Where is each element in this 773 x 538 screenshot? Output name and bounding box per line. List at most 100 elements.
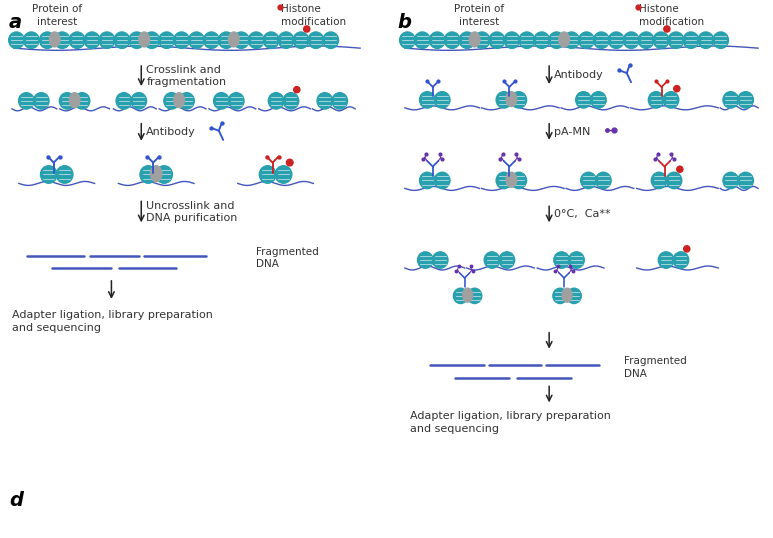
Ellipse shape [420,172,435,189]
Circle shape [674,86,680,92]
Ellipse shape [444,32,460,48]
Ellipse shape [99,32,114,48]
Ellipse shape [283,93,298,109]
Ellipse shape [293,32,308,48]
Ellipse shape [713,32,728,48]
Ellipse shape [659,252,674,268]
Ellipse shape [553,252,570,268]
Ellipse shape [264,32,279,48]
Ellipse shape [434,91,450,108]
Ellipse shape [564,32,579,48]
Ellipse shape [484,252,499,268]
Ellipse shape [203,32,220,48]
Text: b: b [397,13,411,32]
Text: d: d [9,491,23,510]
Text: Histone
modification: Histone modification [281,4,346,27]
Ellipse shape [581,172,596,189]
Ellipse shape [164,93,179,109]
Ellipse shape [229,32,239,47]
Ellipse shape [549,32,564,48]
Ellipse shape [19,93,34,109]
Ellipse shape [475,32,490,48]
Ellipse shape [33,93,49,109]
Ellipse shape [499,252,515,268]
Ellipse shape [683,32,699,48]
Ellipse shape [49,32,60,47]
Ellipse shape [414,32,430,48]
Ellipse shape [40,166,57,183]
Ellipse shape [114,32,130,48]
Text: Antibody: Antibody [146,127,196,137]
Ellipse shape [268,93,284,109]
Ellipse shape [84,32,100,48]
Circle shape [683,246,690,252]
Ellipse shape [259,166,276,183]
Text: Antibody: Antibody [554,70,604,80]
Circle shape [664,26,670,32]
Ellipse shape [519,32,535,48]
Ellipse shape [248,32,264,48]
Ellipse shape [317,93,332,109]
Ellipse shape [673,252,689,268]
Ellipse shape [332,93,348,109]
Ellipse shape [723,172,738,189]
Ellipse shape [576,91,591,108]
Circle shape [294,87,300,93]
Ellipse shape [511,91,526,108]
Ellipse shape [131,93,147,109]
Ellipse shape [496,91,512,108]
Circle shape [304,26,310,32]
Ellipse shape [608,32,624,48]
Ellipse shape [116,93,131,109]
Ellipse shape [468,288,482,303]
Ellipse shape [189,32,204,48]
Ellipse shape [56,166,73,183]
Ellipse shape [496,172,512,189]
Ellipse shape [213,93,229,109]
Ellipse shape [454,288,468,303]
Ellipse shape [506,91,516,107]
Ellipse shape [591,91,606,108]
Ellipse shape [39,32,55,48]
Ellipse shape [559,32,570,47]
Ellipse shape [567,288,581,303]
Text: Adapter ligation, library preparation
and sequencing: Adapter ligation, library preparation an… [12,310,213,333]
Ellipse shape [596,172,611,189]
Ellipse shape [624,32,639,48]
Ellipse shape [723,91,738,108]
Ellipse shape [129,32,145,48]
Ellipse shape [653,32,669,48]
Ellipse shape [174,32,189,48]
Ellipse shape [511,172,526,189]
Ellipse shape [179,93,194,109]
Ellipse shape [159,32,175,48]
Ellipse shape [579,32,594,48]
Text: Fragmented
DNA: Fragmented DNA [256,247,318,269]
Text: Protein of
interest: Protein of interest [32,4,82,27]
Ellipse shape [54,32,70,48]
Ellipse shape [663,91,679,108]
Text: 0°C,  Ca**: 0°C, Ca** [554,209,611,220]
Ellipse shape [459,32,475,48]
Circle shape [676,166,683,172]
Ellipse shape [60,93,75,109]
Text: Adapter ligation, library preparation
and sequencing: Adapter ligation, library preparation an… [410,411,611,435]
Ellipse shape [156,166,172,183]
Ellipse shape [504,32,519,48]
Ellipse shape [420,91,435,108]
Text: Crosslink and
fragmentation: Crosslink and fragmentation [146,65,226,87]
Ellipse shape [434,172,450,189]
Ellipse shape [594,32,609,48]
Text: pA-MN: pA-MN [554,127,591,137]
Ellipse shape [74,93,90,109]
Ellipse shape [698,32,713,48]
Ellipse shape [70,93,80,108]
Ellipse shape [417,252,433,268]
Ellipse shape [140,166,156,183]
Ellipse shape [652,172,667,189]
Ellipse shape [139,32,150,47]
Text: a: a [9,13,22,32]
Ellipse shape [462,288,472,302]
Circle shape [287,159,293,166]
Ellipse shape [9,32,24,48]
